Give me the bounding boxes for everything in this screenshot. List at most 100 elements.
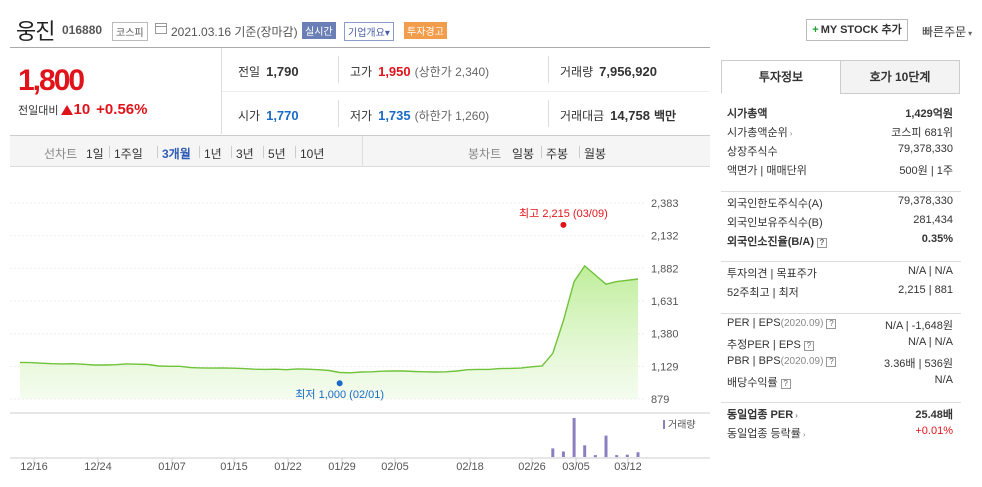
period-option[interactable]: 1주일 [114, 147, 143, 161]
info-key: 외국인한도주식수(A) [727, 195, 823, 211]
info-value: 0.35% [921, 233, 953, 245]
divider [109, 146, 110, 158]
max-point [560, 221, 567, 228]
period-option[interactable]: 10년 [300, 147, 325, 161]
info-value: +0.01% [915, 425, 953, 437]
info-value: 500원 | 1주 [899, 165, 953, 177]
tab-investment-info[interactable]: 투자정보 [721, 60, 841, 94]
info-key-text: 배당수익률 [727, 377, 778, 389]
candle-option[interactable]: 주봉 [546, 147, 569, 161]
line-chart-label: 선차트 [44, 147, 78, 161]
amount-unit: 백만 [653, 109, 677, 123]
info-period: (2020.09) [780, 356, 824, 367]
help-icon[interactable]: ? [780, 379, 791, 389]
high-value: 1,950 [378, 64, 411, 79]
info-key-text: 투자의견 | 목표주가 [727, 268, 817, 280]
y-tick-label: 2,132 [651, 231, 679, 243]
x-tick-label: 12/16 [20, 461, 48, 473]
chevron-right-icon: › [789, 129, 793, 138]
price-summary: 1,800 전일대비 10 +0.56% [10, 48, 222, 134]
info-row: 외국인소진율(B/A)? 0.35% [721, 230, 961, 249]
x-tick-label: 03/12 [614, 461, 642, 473]
x-tick-label: 12/24 [84, 461, 112, 473]
help-icon[interactable]: ? [817, 238, 827, 248]
divider [263, 146, 264, 158]
help-icon[interactable]: ? [826, 357, 837, 367]
info-value: 코스피 681위 [891, 127, 953, 139]
candle-chart-label: 봉차트 [468, 147, 502, 161]
chevron-right-icon: › [802, 430, 806, 439]
investment-info-panel: 투자정보 호가 10단계 시가총액 1,429억원 시가총액순위 › 코스피 681위 상… [721, 60, 961, 450]
period-option[interactable]: 3년 [236, 147, 254, 161]
info-key-text: PER | EPS [727, 317, 781, 329]
info-row[interactable]: 시가총액순위 › 코스피 681위 [721, 121, 961, 140]
candle-option[interactable]: 월봉 [584, 147, 607, 161]
period-option[interactable]: 1일 [86, 147, 104, 161]
stock-code: 016880 [62, 23, 103, 37]
base-date: 2021.03.16 기준(장마감) [171, 25, 298, 39]
info-key-text: PBR | BPS [727, 355, 781, 367]
help-icon[interactable]: ? [826, 319, 837, 329]
info-row: 투자의견 | 목표주가 N/A | N/A [721, 262, 961, 281]
add-mystock-button[interactable]: + MY STOCK 추가 [806, 19, 908, 41]
info-row: 52주최고 | 최저 2,215 | 881 [721, 281, 961, 300]
quick-order-button[interactable]: 빠른주문 ▾ [922, 23, 972, 40]
info-key-text: 동일업종 등락률 [727, 428, 801, 440]
chevron-down-icon: ▾ [968, 29, 973, 38]
info-row: 추정PER | EPS? N/A | N/A [721, 333, 961, 352]
info-period: (2020.09) [780, 318, 824, 329]
info-key-text: 외국인소진율(B/A) [727, 236, 814, 248]
lower-limit: (하한가 1,260) [414, 109, 490, 123]
info-value: 79,378,330 [897, 195, 953, 207]
info-key-text: 상장주식수 [727, 146, 778, 158]
info-key-text: 외국인한도주식수(A) [727, 198, 823, 210]
info-value: N/A | N/A [907, 336, 953, 348]
volume-bar [551, 448, 555, 457]
divider [338, 56, 339, 83]
info-row: 시가총액 1,429억원 [721, 102, 961, 121]
price-line [19, 264, 639, 374]
volume-legend-label: 거래량 [668, 419, 696, 431]
x-tick-label: 03/05 [562, 461, 590, 473]
info-tabs: 투자정보 호가 10단계 [721, 60, 961, 94]
investment-warning-badge: 투자경고 [404, 22, 447, 39]
info-key-text: 시가총액 [727, 108, 768, 120]
info-row: 액면가 | 매매단위 500원 | 1주 [721, 159, 961, 178]
info-row[interactable]: 동일업종 등락률 › +0.01% [721, 422, 961, 441]
chevron-right-icon: › [795, 411, 798, 420]
x-tick-label: 02/18 [456, 461, 484, 473]
stock-header: 웅진 016880 코스피 2021.03.16 기준(장마감) 실시간 기업개… [0, 0, 982, 44]
volume-bar [615, 455, 619, 458]
help-icon[interactable]: ? [803, 341, 814, 351]
y-tick-label: 1,882 [651, 263, 679, 275]
current-price: 1,800 [18, 64, 85, 97]
x-tick-label: 01/29 [328, 461, 356, 473]
info-value: 281,434 [913, 214, 953, 226]
info-row[interactable]: 동일업종 PER › 25.48배 [721, 403, 961, 422]
quick-order-label: 빠른주문 [922, 25, 967, 39]
plus-icon: + [812, 24, 819, 36]
info-value: 2,215 | 881 [898, 284, 953, 296]
info-row: 외국인보유주식수(B) 281,434 [721, 211, 961, 230]
tab-orderbook[interactable]: 호가 10단계 [840, 60, 960, 94]
y-tick-label: 1,380 [651, 329, 679, 341]
add-mystock-label: MY STOCK 추가 [820, 24, 902, 36]
divider [548, 56, 549, 83]
candle-option[interactable]: 일봉 [512, 147, 535, 161]
realtime-button[interactable]: 실시간 [302, 22, 336, 39]
period-option[interactable]: 5년 [268, 147, 286, 161]
info-row: 상장주식수 79,378,330 [721, 140, 961, 159]
x-tick-label: 02/05 [381, 461, 409, 473]
corp-info-label: 기업개요 [348, 28, 385, 39]
x-tick-label: 01/15 [220, 461, 248, 473]
calendar-icon [155, 23, 167, 34]
info-key: 액면가 | 매매단위 [727, 162, 807, 178]
high-price: 고가 1,950 (상한가 2,340) [350, 63, 489, 80]
high-label: 고가 [350, 65, 373, 79]
period-option[interactable]: 3개월 [162, 147, 191, 161]
price-area [20, 265, 638, 399]
open-price: 시가 1,770 [238, 107, 299, 124]
period-option[interactable]: 1년 [204, 147, 222, 161]
info-value: 25.48배 [915, 409, 953, 421]
corp-info-button[interactable]: 기업개요▾ [344, 22, 394, 41]
